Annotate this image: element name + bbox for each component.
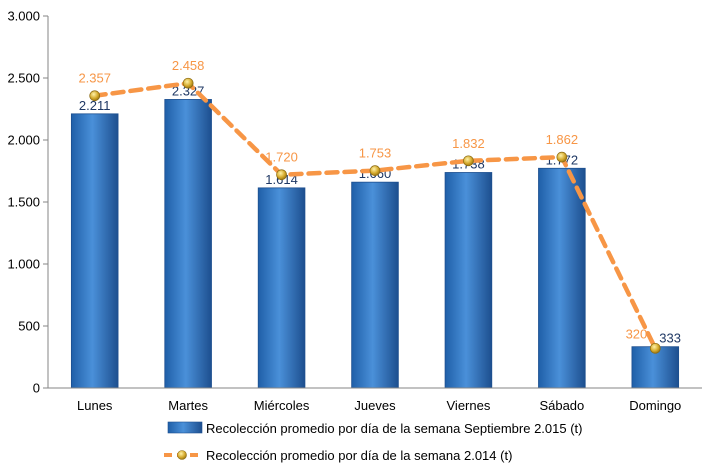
y-tick-label: 500 (18, 319, 40, 334)
legend-bar-swatch (167, 421, 203, 434)
line-series (89, 77, 661, 354)
y-tick-label: 1.500 (7, 195, 40, 210)
legend-bar-label: Recolección promedio por día de la seman… (206, 421, 583, 436)
line-point (276, 169, 287, 181)
line-value-label: 2.458 (172, 58, 205, 73)
x-axis: Lunes Martes Miércoles Jueves Viernes Sábado D… (48, 387, 702, 413)
legend-line-marker (177, 450, 187, 460)
y-tick-label: 2.500 (7, 71, 40, 86)
legend-item-line: Recolección promedio por día de la seman… (164, 448, 512, 463)
x-tick-label: Jueves (354, 398, 396, 413)
line-point (369, 165, 381, 176)
line-value-label: 1.753 (359, 146, 392, 161)
line-point (89, 90, 101, 102)
line-point (182, 77, 194, 89)
legend-line-label: Recolección promedio por día de la seman… (206, 448, 512, 463)
legend-item-bar: Recolección promedio por día de la seman… (167, 421, 583, 436)
x-tick-label: Sábado (539, 398, 584, 413)
line-value-label: 320 (626, 326, 648, 341)
bar (257, 187, 306, 389)
x-tick-label: Lunes (77, 398, 113, 413)
bar-value-label: 2.327 (172, 83, 205, 98)
bar-value-label: 2.211 (79, 98, 111, 113)
line-point (463, 155, 474, 167)
x-tick-label: Miércoles (254, 398, 310, 413)
bar (164, 99, 212, 389)
line-value-label: 1.832 (452, 136, 485, 151)
y-tick-label: 1.000 (7, 257, 40, 272)
line-point (556, 151, 568, 163)
line-value-labels: 2.357 2.458 1.720 1.753 1.832 1.862 320 (78, 58, 647, 341)
legend: Recolección promedio por día de la seman… (164, 421, 583, 463)
bar (70, 113, 119, 389)
y-tick-label: 3.000 (7, 9, 40, 24)
line-point (649, 342, 661, 354)
bar (444, 172, 493, 389)
line-value-label: 2.357 (78, 71, 111, 86)
bar-series (70, 99, 680, 389)
bar (538, 167, 586, 389)
bar-value-label: 333 (659, 331, 681, 346)
x-tick-label: Viernes (447, 398, 491, 413)
x-tick-label: Martes (168, 398, 208, 413)
x-tick-label: Domingo (629, 398, 681, 413)
line-value-label: 1.720 (265, 150, 298, 165)
y-tick-label: 2.000 (7, 133, 40, 148)
y-tick-label: 0 (33, 381, 40, 396)
y-axis: 0 500 1.000 1.500 2.000 2.500 3.000 (7, 9, 49, 396)
bar (351, 181, 399, 389)
line-value-label: 1.862 (546, 132, 579, 147)
